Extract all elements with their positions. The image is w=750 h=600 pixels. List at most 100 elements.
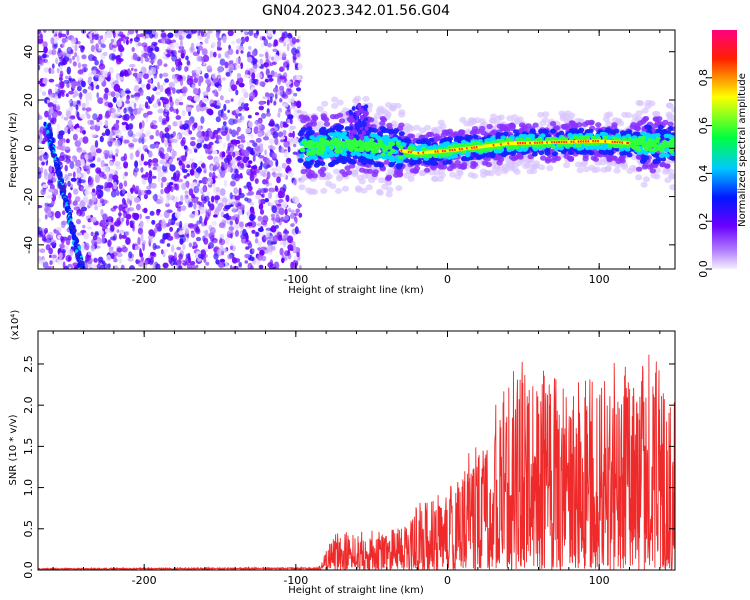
heatmap-noise-cell [229,192,233,200]
heatmap-noise-cell [129,70,132,76]
heatmap-noise-cell [97,47,104,51]
heatmap-noise-cell [240,62,244,70]
heatmap-noise-cell [193,163,198,168]
heatmap-noise-cell [218,222,226,229]
heatmap-noise-cell [229,264,233,269]
heatmap-noise-cell [173,30,179,34]
heatmap-noise-cell [279,120,284,129]
heatmap-noise-cell [279,98,283,103]
heatmap-signal-cell [634,122,641,128]
heatmap-noise-cell [196,167,202,173]
heatmap-noise-cell [132,243,136,250]
heatmap-noise-cell [79,179,86,184]
heatmap-noise-cell [109,161,114,167]
heatmap-noise-cell [39,59,44,66]
heatmap-noise-cell [208,130,213,138]
heatmap-signal-cell [450,163,458,169]
heatmap-noise-cell [290,209,295,214]
heatmap-noise-cell [272,30,276,35]
heatmap-noise-cell [177,65,182,72]
heatmap-signal-cell [561,112,569,119]
heatmap-noise-cell [223,179,228,188]
heatmap-noise-cell [205,212,210,221]
heatmap-noise-cell [143,73,149,80]
heatmap-noise-cell [143,193,148,200]
heatmap-noise-cell [235,114,239,119]
heatmap-signal-cell [577,129,584,134]
heatmap-noise-cell [275,172,283,179]
heatmap-noise-cell [39,83,46,87]
heatmap-signal-cell [576,167,584,174]
heatmap-noise-cell [257,240,262,247]
heatmap-noise-cell [209,226,216,235]
heatmap-noise-cell [110,38,114,44]
heatmap-noise-cell [274,93,278,100]
heatmap-noise-cell [230,180,236,187]
heatmap-noise-cell [185,238,189,242]
heatmap-noise-cell [66,159,70,165]
heatmap-noise-cell [154,46,160,52]
heatmap-noise-cell [152,103,159,109]
heatmap-noise-cell [296,46,301,50]
heatmap-noise-cell [135,131,142,137]
heatmap-noise-cell [217,85,222,92]
heatmap-noise-cell [240,162,245,169]
heatmap-noise-cell [219,58,226,66]
heatmap-signal-cell [642,115,650,122]
heatmap-noise-cell [230,60,234,65]
heatmap-noise-cell [127,30,135,35]
heatmap-noise-cell [216,206,223,210]
heatmap-noise-cell [186,106,192,112]
heatmap-noise-cell [114,30,120,35]
heatmap-noise-cell [83,68,87,73]
heatmap-noise-cell [158,150,163,157]
heatmap-noise-cell [118,37,125,42]
heatmap-signal-cell [316,105,324,112]
heatmap-noise-cell [88,72,93,77]
heatmap-signal-cell [516,116,524,123]
heatmap-signal-cell [519,122,526,128]
heatmap-noise-cell [49,184,55,191]
heatmap-noise-cell [96,184,102,192]
heatmap-noise-cell [198,87,201,95]
heatmap-noise-cell [171,39,177,43]
heatmap-noise-cell [159,213,163,218]
heatmap-noise-cell [230,216,237,221]
heatmap-noise-cell [151,219,156,225]
heatmap-noise-cell [178,253,183,260]
heatmap-noise-cell [116,190,120,197]
heatmap-noise-cell [151,94,155,101]
heatmap-noise-cell [278,107,283,113]
heatmap-signal-cell [383,159,390,165]
heatmap-signal-cell [489,153,496,159]
heatmap-noise-cell [56,258,63,265]
heatmap-noise-cell [98,229,104,236]
heatmap-noise-cell [89,120,95,125]
heatmap-noise-cell [290,125,297,130]
heatmap-noise-cell [209,234,215,243]
heatmap-noise-cell [45,238,52,243]
heatmap-noise-cell [131,100,135,105]
heatmap-noise-cell [166,146,170,153]
heatmap-noise-cell [95,148,102,154]
heatmap-signal-cell [366,168,373,174]
heatmap-noise-cell [162,82,166,86]
heatmap-noise-cell [92,113,98,121]
heatmap-noise-cell [195,264,199,269]
heatmap-noise-cell [76,219,81,225]
heatmap-noise-cell [91,152,95,157]
heatmap-noise-cell [236,118,243,123]
heatmap-noise-cell [266,130,272,137]
heatmap-noise-cell [102,51,108,57]
heatmap-noise-cell [123,180,128,187]
heatmap-noise-cell [112,44,118,48]
heatmap-signal-cell [479,125,486,132]
heatmap-noise-cell [236,126,241,133]
heatmap-noise-cell [120,34,126,39]
heatmap-signal-cell [437,119,445,126]
heatmap-noise-cell [68,104,73,112]
heatmap-noise-cell [124,230,130,236]
heatmap-noise-cell [175,183,180,191]
heatmap-noise-cell [197,183,201,187]
heatmap-noise-cell [287,146,291,153]
